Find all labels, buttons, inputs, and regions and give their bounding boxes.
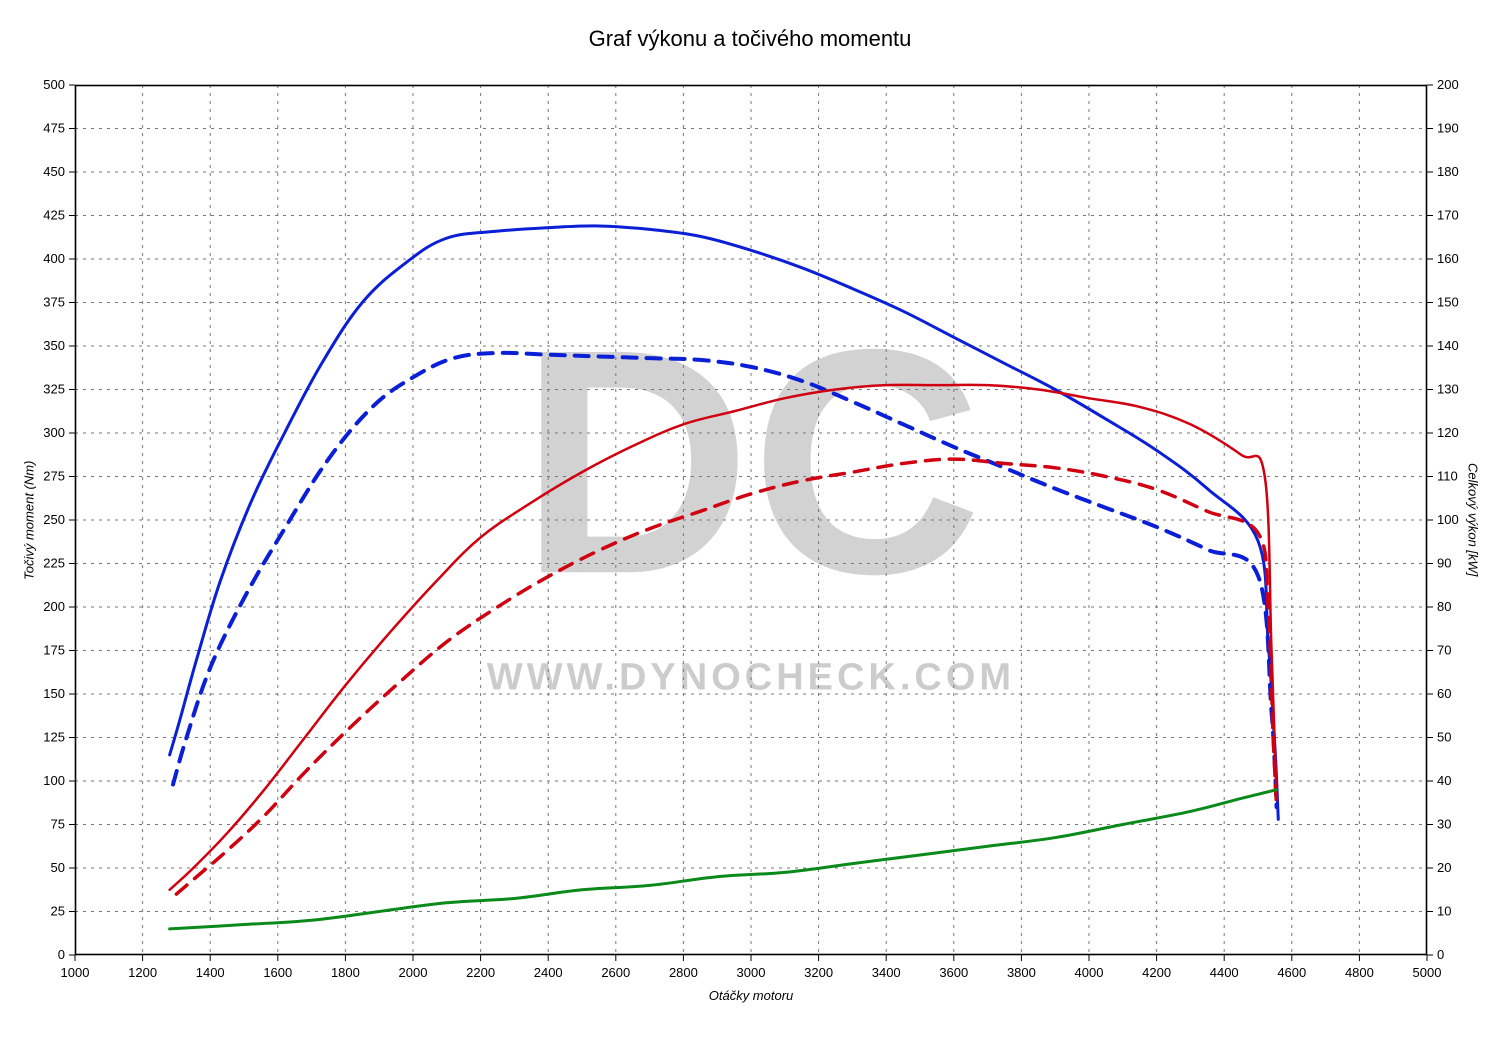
svg-text:130: 130 [1437, 382, 1459, 397]
svg-text:75: 75 [51, 817, 65, 832]
svg-text:325: 325 [43, 382, 65, 397]
svg-text:175: 175 [43, 643, 65, 658]
svg-text:3800: 3800 [1007, 965, 1036, 980]
svg-text:150: 150 [1437, 295, 1459, 310]
chart-page: Graf výkonu a točivého momentu Točivý mo… [0, 0, 1500, 1041]
svg-text:3400: 3400 [872, 965, 901, 980]
svg-text:375: 375 [43, 295, 65, 310]
svg-text:70: 70 [1437, 643, 1451, 658]
svg-text:140: 140 [1437, 338, 1459, 353]
svg-text:350: 350 [43, 338, 65, 353]
x-axis-label: Otáčky motoru [75, 988, 1427, 1003]
svg-text:80: 80 [1437, 599, 1451, 614]
svg-text:125: 125 [43, 730, 65, 745]
svg-text:500: 500 [43, 77, 65, 92]
svg-text:4800: 4800 [1345, 965, 1374, 980]
svg-text:200: 200 [1437, 77, 1459, 92]
svg-text:90: 90 [1437, 556, 1451, 571]
svg-text:4200: 4200 [1142, 965, 1171, 980]
svg-text:110: 110 [1437, 469, 1458, 484]
svg-text:1600: 1600 [263, 965, 292, 980]
svg-text:5000: 5000 [1413, 965, 1442, 980]
y-left-axis-label: Točivý moment (Nm) [20, 85, 38, 955]
svg-text:2200: 2200 [466, 965, 495, 980]
svg-text:100: 100 [43, 773, 65, 788]
svg-text:1400: 1400 [196, 965, 225, 980]
svg-text:40: 40 [1437, 773, 1451, 788]
svg-text:4600: 4600 [1277, 965, 1306, 980]
svg-text:400: 400 [43, 251, 65, 266]
svg-text:4400: 4400 [1210, 965, 1239, 980]
svg-text:2400: 2400 [534, 965, 563, 980]
svg-text:0: 0 [58, 947, 65, 962]
svg-text:1200: 1200 [128, 965, 157, 980]
svg-text:180: 180 [1437, 164, 1459, 179]
svg-text:225: 225 [43, 556, 65, 571]
svg-text:10: 10 [1437, 904, 1451, 919]
svg-text:250: 250 [43, 512, 65, 527]
svg-text:50: 50 [1437, 730, 1451, 745]
svg-text:1800: 1800 [331, 965, 360, 980]
svg-text:120: 120 [1437, 425, 1459, 440]
svg-text:1000: 1000 [61, 965, 90, 980]
svg-text:3200: 3200 [804, 965, 833, 980]
svg-text:425: 425 [43, 208, 65, 223]
svg-text:60: 60 [1437, 686, 1451, 701]
svg-text:25: 25 [51, 904, 65, 919]
plot-svg: DCWWW.DYNOCHECK.COM100012001400160018002… [75, 85, 1427, 955]
svg-text:450: 450 [43, 164, 65, 179]
svg-text:2600: 2600 [601, 965, 630, 980]
y-right-axis-label: Celkový výkon [kW] [1464, 85, 1482, 955]
svg-text:300: 300 [43, 425, 65, 440]
svg-text:100: 100 [1437, 512, 1459, 527]
svg-text:200: 200 [43, 599, 65, 614]
svg-text:160: 160 [1437, 251, 1459, 266]
svg-text:150: 150 [43, 686, 65, 701]
svg-text:50: 50 [51, 860, 65, 875]
svg-text:0: 0 [1437, 947, 1444, 962]
svg-text:170: 170 [1437, 208, 1459, 223]
svg-text:275: 275 [43, 469, 65, 484]
chart-title: Graf výkonu a točivého momentu [0, 26, 1500, 52]
svg-text:4000: 4000 [1075, 965, 1104, 980]
svg-text:2000: 2000 [399, 965, 428, 980]
plot-area: DCWWW.DYNOCHECK.COM100012001400160018002… [75, 85, 1427, 955]
svg-text:3600: 3600 [939, 965, 968, 980]
svg-text:30: 30 [1437, 817, 1451, 832]
svg-text:190: 190 [1437, 121, 1459, 136]
svg-text:3000: 3000 [737, 965, 766, 980]
svg-text:20: 20 [1437, 860, 1451, 875]
svg-text:2800: 2800 [669, 965, 698, 980]
svg-text:475: 475 [43, 121, 65, 136]
